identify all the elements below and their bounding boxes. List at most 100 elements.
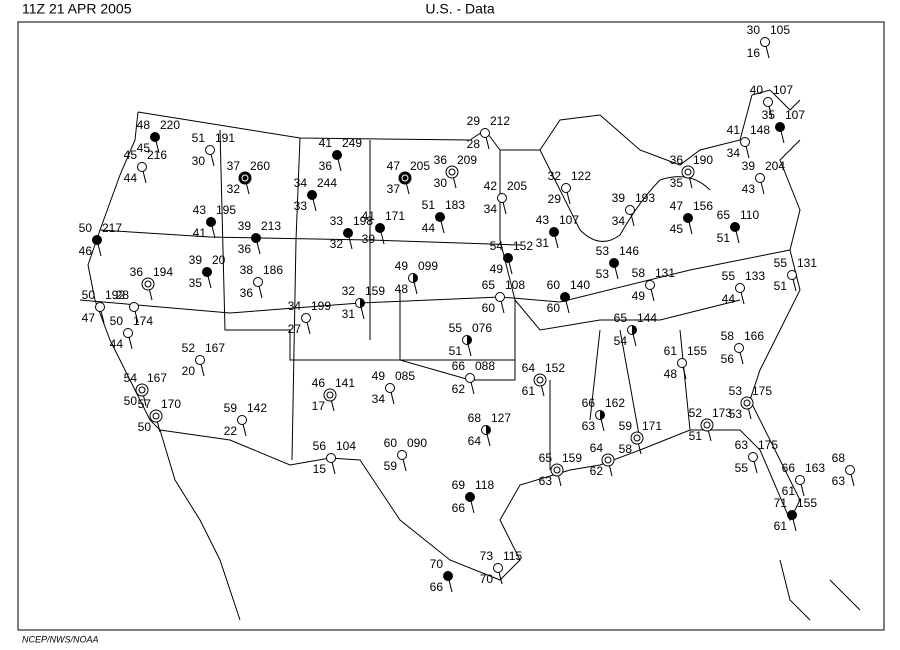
temperature: 55: [449, 321, 463, 335]
temperature: 41: [319, 136, 333, 150]
pressure: 217: [102, 221, 122, 235]
pressure: 244: [317, 176, 337, 190]
station-ring: [448, 168, 456, 176]
temperature: 51: [192, 131, 206, 145]
temperature: 52: [182, 341, 196, 355]
station-marker: [630, 431, 644, 445]
dewpoint: 60: [547, 301, 561, 315]
pressure: 174: [133, 314, 153, 328]
station-marker: [150, 132, 160, 142]
dewpoint: 39: [362, 232, 376, 246]
dewpoint: 32: [227, 182, 241, 196]
pressure: 099: [418, 259, 438, 273]
temperature: 63: [735, 438, 749, 452]
station-marker: [195, 355, 205, 365]
pressure: 204: [765, 159, 785, 173]
dewpoint: 45: [670, 222, 684, 236]
pressure: 167: [147, 371, 167, 385]
temperature: 32: [548, 169, 562, 183]
temperature: 50: [110, 314, 124, 328]
station-marker: [495, 292, 505, 302]
station-marker: [533, 373, 547, 387]
dewpoint: 29: [548, 192, 562, 206]
station-marker: [332, 150, 342, 160]
pressure: 152: [513, 239, 533, 253]
pressure: 115: [503, 549, 522, 563]
station-marker: [645, 280, 655, 290]
temperature: 65: [482, 278, 496, 292]
station-marker: [465, 492, 475, 502]
dewpoint: 20: [182, 364, 196, 378]
pressure: 162: [605, 396, 625, 410]
dewpoint: 50: [138, 420, 152, 434]
dewpoint: 32: [330, 237, 344, 251]
pressure: 170: [161, 397, 181, 411]
pressure: 166: [744, 329, 764, 343]
station-marker: [237, 415, 247, 425]
station-marker: [550, 463, 564, 477]
dewpoint: 46: [79, 244, 93, 258]
pressure: 122: [571, 169, 591, 183]
pressure: 156: [693, 199, 713, 213]
title: U.S. - Data: [425, 1, 494, 17]
pressure: 199: [311, 299, 331, 313]
temperature: 50: [79, 221, 93, 235]
pressure: 190: [693, 153, 713, 167]
frame: [17, 21, 885, 631]
dewpoint: 35: [189, 276, 203, 290]
station-ring: [144, 280, 152, 288]
pressure: 205: [507, 179, 527, 193]
station-marker: [343, 228, 353, 238]
temperature: 29: [467, 114, 481, 128]
station-ring: [401, 174, 409, 182]
temperature: 34: [294, 176, 308, 190]
station-marker: [740, 396, 754, 410]
temperature: 28: [116, 288, 130, 302]
dewpoint: 56: [721, 352, 735, 366]
station-marker: [601, 453, 615, 467]
station-ring: [703, 421, 711, 429]
temperature: 59: [619, 419, 633, 433]
pressure: 107: [773, 83, 793, 97]
station-marker: [445, 165, 459, 179]
dewpoint: 64: [468, 434, 482, 448]
dewpoint: 50: [124, 394, 138, 408]
temperature: 39: [238, 219, 252, 233]
dewpoint: 63: [539, 474, 553, 488]
pressure: 144: [637, 311, 657, 325]
pressure: 163: [805, 461, 825, 475]
temperature: 66: [582, 396, 596, 410]
station-marker: [497, 193, 507, 203]
station-marker: [301, 313, 311, 323]
station-marker: [465, 373, 475, 383]
pressure: 155: [687, 344, 707, 358]
temperature: 40: [750, 83, 764, 97]
dewpoint: 31: [342, 307, 356, 321]
station-marker: [625, 205, 635, 215]
temperature: 52: [689, 406, 703, 420]
temperature: 71: [774, 496, 788, 510]
dewpoint: 51: [717, 231, 731, 245]
temperature: 41: [362, 209, 376, 223]
dewpoint: 51: [774, 279, 788, 293]
temperature: 41: [727, 123, 741, 137]
dewpoint: 59: [384, 459, 398, 473]
temperature: 65: [717, 208, 731, 222]
temperature: 64: [522, 361, 536, 375]
dewpoint: 36: [319, 159, 333, 173]
temperature: 54: [490, 239, 504, 253]
station-marker: [677, 358, 687, 368]
pressure: 198: [353, 214, 373, 228]
temperature: 70: [430, 557, 444, 571]
station-marker: [730, 222, 740, 232]
dewpoint: 63: [582, 419, 596, 433]
pressure: 141: [335, 376, 355, 390]
station-marker: [141, 277, 155, 291]
pressure: 260: [250, 159, 270, 173]
pressure: 212: [490, 114, 510, 128]
pressure: 090: [407, 436, 427, 450]
station-marker: [681, 165, 695, 179]
station-half: [360, 298, 365, 308]
dewpoint: 34: [612, 214, 626, 228]
station-ring: [152, 412, 160, 420]
